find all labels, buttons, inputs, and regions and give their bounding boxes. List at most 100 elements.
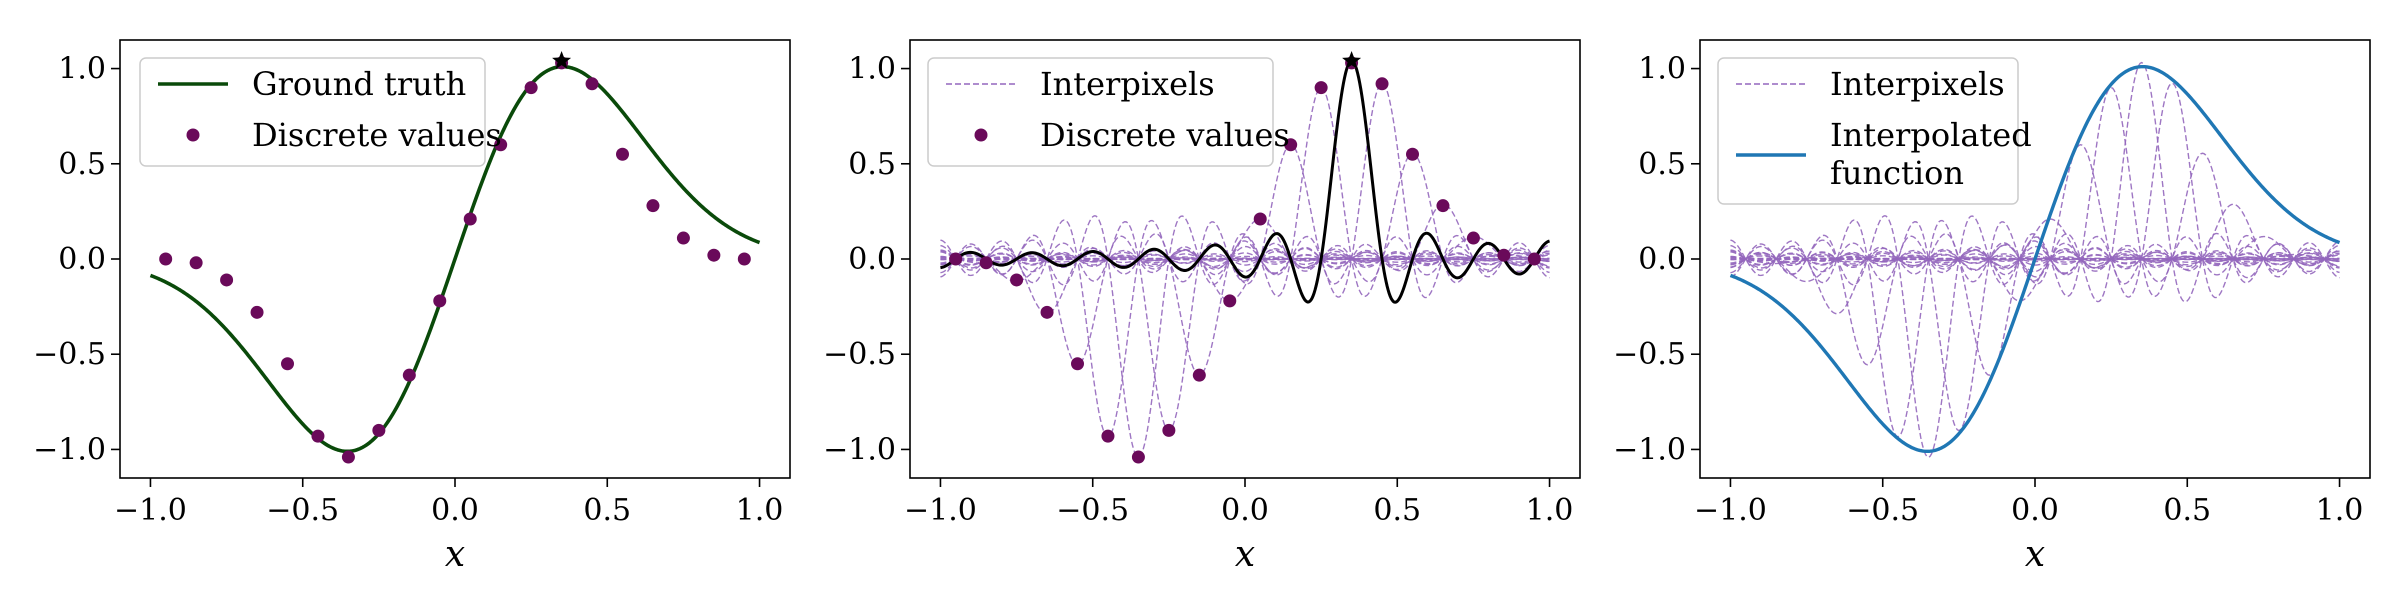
discrete-point bbox=[250, 305, 264, 319]
interpixel-curve bbox=[940, 219, 1550, 438]
discrete-point bbox=[1162, 423, 1176, 437]
ground-truth-line bbox=[149, 64, 761, 454]
x-tick-label: −1.0 bbox=[904, 493, 977, 528]
x-tick-label: −1.0 bbox=[1694, 493, 1767, 528]
discrete-point bbox=[1101, 429, 1115, 443]
legend-label: function bbox=[1830, 154, 1964, 192]
discrete-point bbox=[1223, 294, 1237, 308]
x-tick-label: 0.0 bbox=[1221, 493, 1269, 528]
interpixel-curve bbox=[1730, 143, 2340, 285]
x-tick-label: −0.5 bbox=[266, 493, 339, 528]
discrete-point bbox=[1375, 77, 1389, 91]
discrete-point bbox=[220, 273, 234, 287]
x-axis-label: x bbox=[2025, 534, 2045, 575]
discrete-point bbox=[433, 294, 447, 308]
y-tick-label: 0.5 bbox=[58, 147, 106, 182]
x-tick-label: 1.0 bbox=[2316, 493, 2364, 528]
x-axis-label: x bbox=[1235, 534, 1255, 575]
discrete-point bbox=[1527, 252, 1541, 266]
discrete-point bbox=[707, 248, 721, 262]
legend-marker-swatch bbox=[974, 128, 988, 142]
x-tick-label: 1.0 bbox=[736, 493, 784, 528]
discrete-point bbox=[1497, 248, 1511, 262]
interpixel-curve bbox=[940, 234, 1550, 366]
discrete-point bbox=[1010, 273, 1024, 287]
plot-area bbox=[149, 50, 761, 464]
interpixel-curve bbox=[1730, 61, 2340, 303]
interpixel-curve bbox=[1730, 82, 2340, 299]
discrete-point bbox=[1406, 147, 1419, 161]
discrete-point bbox=[1466, 231, 1480, 245]
discrete-point bbox=[402, 368, 416, 382]
legend-label: Discrete values bbox=[252, 116, 502, 154]
interpixel-curve bbox=[940, 82, 1550, 299]
interpixel-curve bbox=[1730, 234, 2340, 366]
y-tick-label: 1.0 bbox=[58, 52, 106, 87]
discrete-point bbox=[1192, 368, 1206, 382]
y-tick-label: −0.5 bbox=[823, 337, 896, 372]
y-tick-label: 0.0 bbox=[58, 242, 106, 277]
discrete-point bbox=[494, 138, 508, 152]
panel-interpolated: −1.0 −0.5 0.0 0.5 1.0 −1.0 −0.5 0.0 0.5 1.0 x Inter… bbox=[1613, 39, 2371, 575]
interpixel-curve bbox=[940, 233, 1550, 376]
interpixel-curve bbox=[940, 221, 1550, 432]
discrete-point bbox=[463, 212, 477, 226]
interpixel-curve bbox=[1730, 219, 2340, 438]
x-tick-label: 0.0 bbox=[2011, 493, 2059, 528]
discrete-point bbox=[616, 147, 629, 161]
discrete-point bbox=[189, 256, 203, 270]
y-tick-label: −0.5 bbox=[33, 337, 106, 372]
discrete-point bbox=[1040, 305, 1054, 319]
y-tick-label: 0.5 bbox=[1638, 147, 1686, 182]
legend: Interpixels Discrete values bbox=[927, 57, 1290, 167]
peak-star-marker bbox=[1342, 50, 1362, 70]
x-tick-label: 1.0 bbox=[1526, 493, 1574, 528]
x-axis-label: x bbox=[445, 534, 465, 575]
discrete-point bbox=[1071, 357, 1084, 371]
discrete-point bbox=[1284, 138, 1298, 152]
legend-marker-swatch bbox=[186, 128, 200, 142]
y-tick-label: −0.5 bbox=[1613, 337, 1686, 372]
y-tick-label: 0.0 bbox=[848, 242, 896, 277]
y-tick-label: 1.0 bbox=[848, 52, 896, 87]
legend-label: Interpolated bbox=[1830, 116, 2032, 154]
discrete-point bbox=[524, 81, 538, 95]
x-tick-label: −0.5 bbox=[1056, 493, 1129, 528]
legend-label: Discrete values bbox=[1040, 116, 1290, 154]
discrete-point bbox=[585, 77, 599, 91]
discrete-point bbox=[737, 252, 751, 266]
discrete-point bbox=[949, 252, 963, 266]
interpixel-curve bbox=[940, 252, 1550, 283]
panel-ground-truth: −1.0 −0.5 0.0 0.5 1.0 −1.0 −0.5 0.0 0.5 1.0 x Groun… bbox=[33, 39, 791, 575]
interpixel-curve bbox=[940, 143, 1550, 285]
discrete-point bbox=[159, 252, 173, 266]
interpixel-curve bbox=[1730, 221, 2340, 432]
plot-area bbox=[1729, 61, 2341, 459]
discrete-point bbox=[311, 429, 325, 443]
discrete-point bbox=[646, 199, 660, 213]
highlighted-basis-line bbox=[940, 59, 1550, 304]
discrete-point bbox=[676, 231, 690, 245]
peak-star-marker bbox=[552, 50, 572, 70]
legend-box bbox=[1717, 57, 2019, 205]
legend: Ground truth Discrete values bbox=[139, 57, 502, 167]
discrete-point bbox=[1253, 212, 1267, 226]
discrete-point bbox=[1436, 199, 1450, 213]
interpolated-function-line bbox=[1729, 64, 2341, 454]
legend-label: Ground truth bbox=[252, 65, 466, 103]
discrete-point bbox=[979, 256, 993, 270]
panel-interpixels: −1.0 −0.5 0.0 0.5 1.0 −1.0 −0.5 0.0 0.5 1.0 x Inter… bbox=[823, 39, 1581, 575]
discrete-point bbox=[1314, 81, 1328, 95]
interpixel-curve bbox=[1730, 152, 2340, 284]
y-tick-label: −1.0 bbox=[33, 432, 106, 467]
y-tick-label: −1.0 bbox=[823, 432, 896, 467]
x-tick-label: 0.5 bbox=[1373, 493, 1421, 528]
y-tick-label: −1.0 bbox=[1613, 432, 1686, 467]
discrete-point bbox=[281, 357, 294, 371]
y-tick-label: 1.0 bbox=[1638, 52, 1686, 87]
x-tick-label: 0.5 bbox=[583, 493, 631, 528]
x-tick-label: 0.5 bbox=[2163, 493, 2211, 528]
plot-area bbox=[940, 50, 1550, 464]
